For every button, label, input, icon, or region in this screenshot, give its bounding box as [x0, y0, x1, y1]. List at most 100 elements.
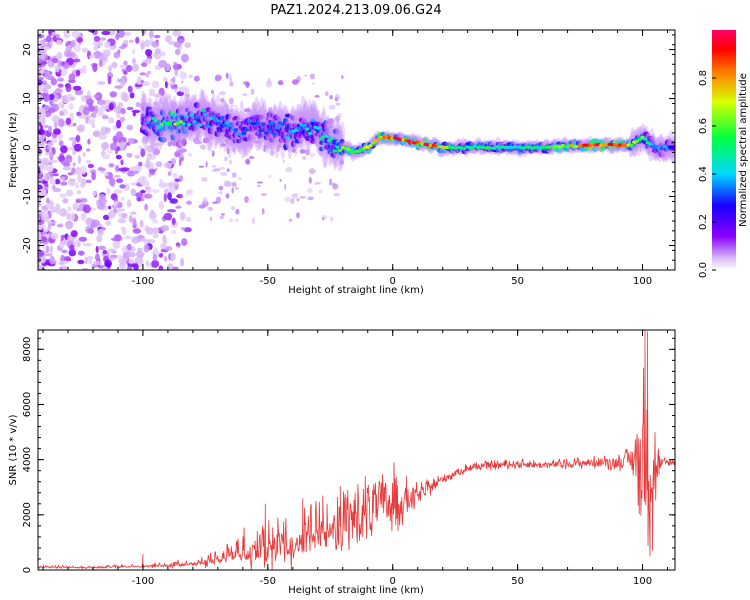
- spectrogram-noise-blob: [128, 215, 133, 223]
- spectrogram-noise-blob: [211, 89, 214, 94]
- spectrogram-noise-blob: [124, 31, 131, 36]
- spectrogram-noise-blob: [148, 173, 152, 178]
- spectrogram-noise-blob: [83, 242, 92, 247]
- spectrogram-noise-blob: [144, 39, 151, 47]
- spectrogram-noise-blob: [263, 145, 268, 149]
- spectrogram-noise-blob: [322, 217, 325, 221]
- spectrogram-noise-blob: [149, 30, 154, 39]
- spectrogram-noise-blob: [38, 157, 42, 163]
- spectrogram-noise-blob: [139, 220, 144, 228]
- spectrogram-ridge-blob: [205, 107, 213, 113]
- spectrogram-ridge-core: [310, 118, 315, 122]
- spectrogram-noise-blob: [143, 193, 153, 199]
- spectrogram-noise-blob: [81, 47, 89, 53]
- spectrogram-noise-blob: [47, 125, 53, 133]
- spectrogram-noise-blob: [147, 154, 157, 160]
- spectrogram-noise-blob: [113, 174, 121, 178]
- spectrogram-noise-blob: [49, 150, 54, 157]
- spectrogram-noise-blob: [119, 140, 126, 150]
- spectrogram-noise-blob: [119, 184, 126, 189]
- spectrogram-noise-blob: [165, 35, 172, 43]
- spectrogram-noise-blob: [117, 30, 125, 38]
- spectrogram-noise-blob: [71, 167, 76, 175]
- spectrogram-ridge-core: [148, 124, 153, 128]
- spectrogram-noise-blob: [174, 48, 181, 56]
- spectrogram-noise-blob: [119, 208, 125, 212]
- colorbar-label: Normalized spectral amplitude: [738, 73, 749, 227]
- spectrogram-noise-blob: [229, 104, 236, 107]
- spectrogram-noise-blob: [65, 84, 72, 93]
- spectrogram-noise-blob: [76, 37, 84, 43]
- spectrogram-noise-blob: [167, 141, 172, 147]
- spectrogram-noise-blob: [111, 61, 118, 69]
- spectrogram-noise-blob: [76, 125, 84, 133]
- spectrogram-ridge-blob: [283, 143, 289, 151]
- spectrogram-ytick-label: 20: [22, 43, 33, 56]
- spectrogram-noise-blob: [139, 72, 146, 76]
- spectrogram-noise-blob: [175, 242, 181, 247]
- spectrogram-noise-blob: [127, 137, 135, 144]
- spectrogram-ridge-core: [307, 131, 313, 135]
- spectrogram-ridge-blob: [323, 120, 329, 125]
- spectrogram-noise-blob: [115, 165, 120, 173]
- spectrogram-noise-blob: [225, 72, 229, 79]
- spectrogram-noise-blob: [95, 246, 99, 253]
- spectrogram-noise-blob: [328, 182, 336, 186]
- spectrogram-noise-blob: [141, 30, 146, 36]
- spectrogram-noise-blob: [145, 49, 153, 57]
- spectrogram-noise-blob: [152, 189, 160, 194]
- spectrogram-ridge-core: [269, 121, 274, 125]
- spectrogram-noise-blob: [44, 70, 51, 79]
- spectrogram-noise-blob: [63, 256, 71, 262]
- spectrogram-noise-blob: [93, 35, 101, 42]
- spectrogram-noise-blob: [75, 69, 81, 77]
- spectrogram-noise-blob: [324, 91, 329, 97]
- spectrogram-noise-blob: [78, 250, 85, 256]
- spectrogram-noise-blob: [49, 164, 54, 173]
- spectrogram-noise-blob: [235, 208, 240, 215]
- spectrogram-noise-blob: [66, 212, 70, 220]
- spectrogram-noise-blob: [170, 168, 173, 175]
- spectrogram-noise-blob: [132, 112, 136, 117]
- spectrogram-noise-blob: [51, 57, 59, 64]
- spectrogram-noise-blob: [62, 61, 66, 65]
- spectrogram-ridge-blob: [284, 113, 293, 118]
- spectrogram-noise-blob: [78, 236, 88, 242]
- spectrogram-ridge-blob: [161, 112, 167, 117]
- spectrogram-ridge-core: [211, 114, 217, 118]
- spectrogram-noise-blob: [155, 161, 163, 168]
- spectrogram-noise-blob: [97, 167, 106, 171]
- spectrogram-noise-blob: [328, 104, 336, 110]
- spectrogram-noise-blob: [59, 176, 66, 180]
- spectrogram-noise-blob: [160, 225, 170, 232]
- spectrogram-noise-blob: [257, 181, 264, 184]
- spectrogram-noise-blob: [88, 30, 96, 33]
- spectrogram-noise-blob: [219, 91, 226, 96]
- spectrogram-noise-blob: [38, 203, 42, 207]
- spectrogram-noise-blob: [186, 200, 192, 205]
- spectrogram-noise-blob: [296, 212, 300, 219]
- spectrogram-noise-blob: [152, 253, 158, 261]
- spectrogram-noise-blob: [140, 40, 146, 50]
- spectrogram-noise-blob: [138, 145, 143, 150]
- spectrogram-noise-blob: [172, 266, 179, 270]
- snr-xtick-label: 0: [390, 576, 396, 587]
- spectrogram-noise-blob: [167, 209, 177, 213]
- spectrogram-noise-blob: [74, 89, 84, 96]
- spectrogram-noise-blob: [231, 172, 237, 178]
- spectrogram-noise-blob: [91, 171, 96, 181]
- spectrogram-noise-blob: [50, 78, 58, 86]
- spectrogram-noise-blob: [38, 142, 43, 149]
- spectrogram-noise-blob: [57, 83, 64, 88]
- spectrogram-xtick-label: 0: [390, 276, 396, 287]
- spectrogram-ridge-blob: [289, 133, 295, 140]
- spectrogram-noise-blob: [102, 265, 108, 270]
- snr-ylabel: SNR (10 * v/v): [8, 414, 19, 485]
- spectrogram-noise-blob: [69, 112, 74, 122]
- spectrogram-noise-blob: [205, 161, 208, 168]
- spectrogram-ridge-core: [327, 139, 332, 143]
- spectrogram-noise-blob: [242, 93, 248, 96]
- spectrogram-noise-blob: [211, 165, 217, 168]
- spectrogram-noise-blob: [84, 256, 88, 265]
